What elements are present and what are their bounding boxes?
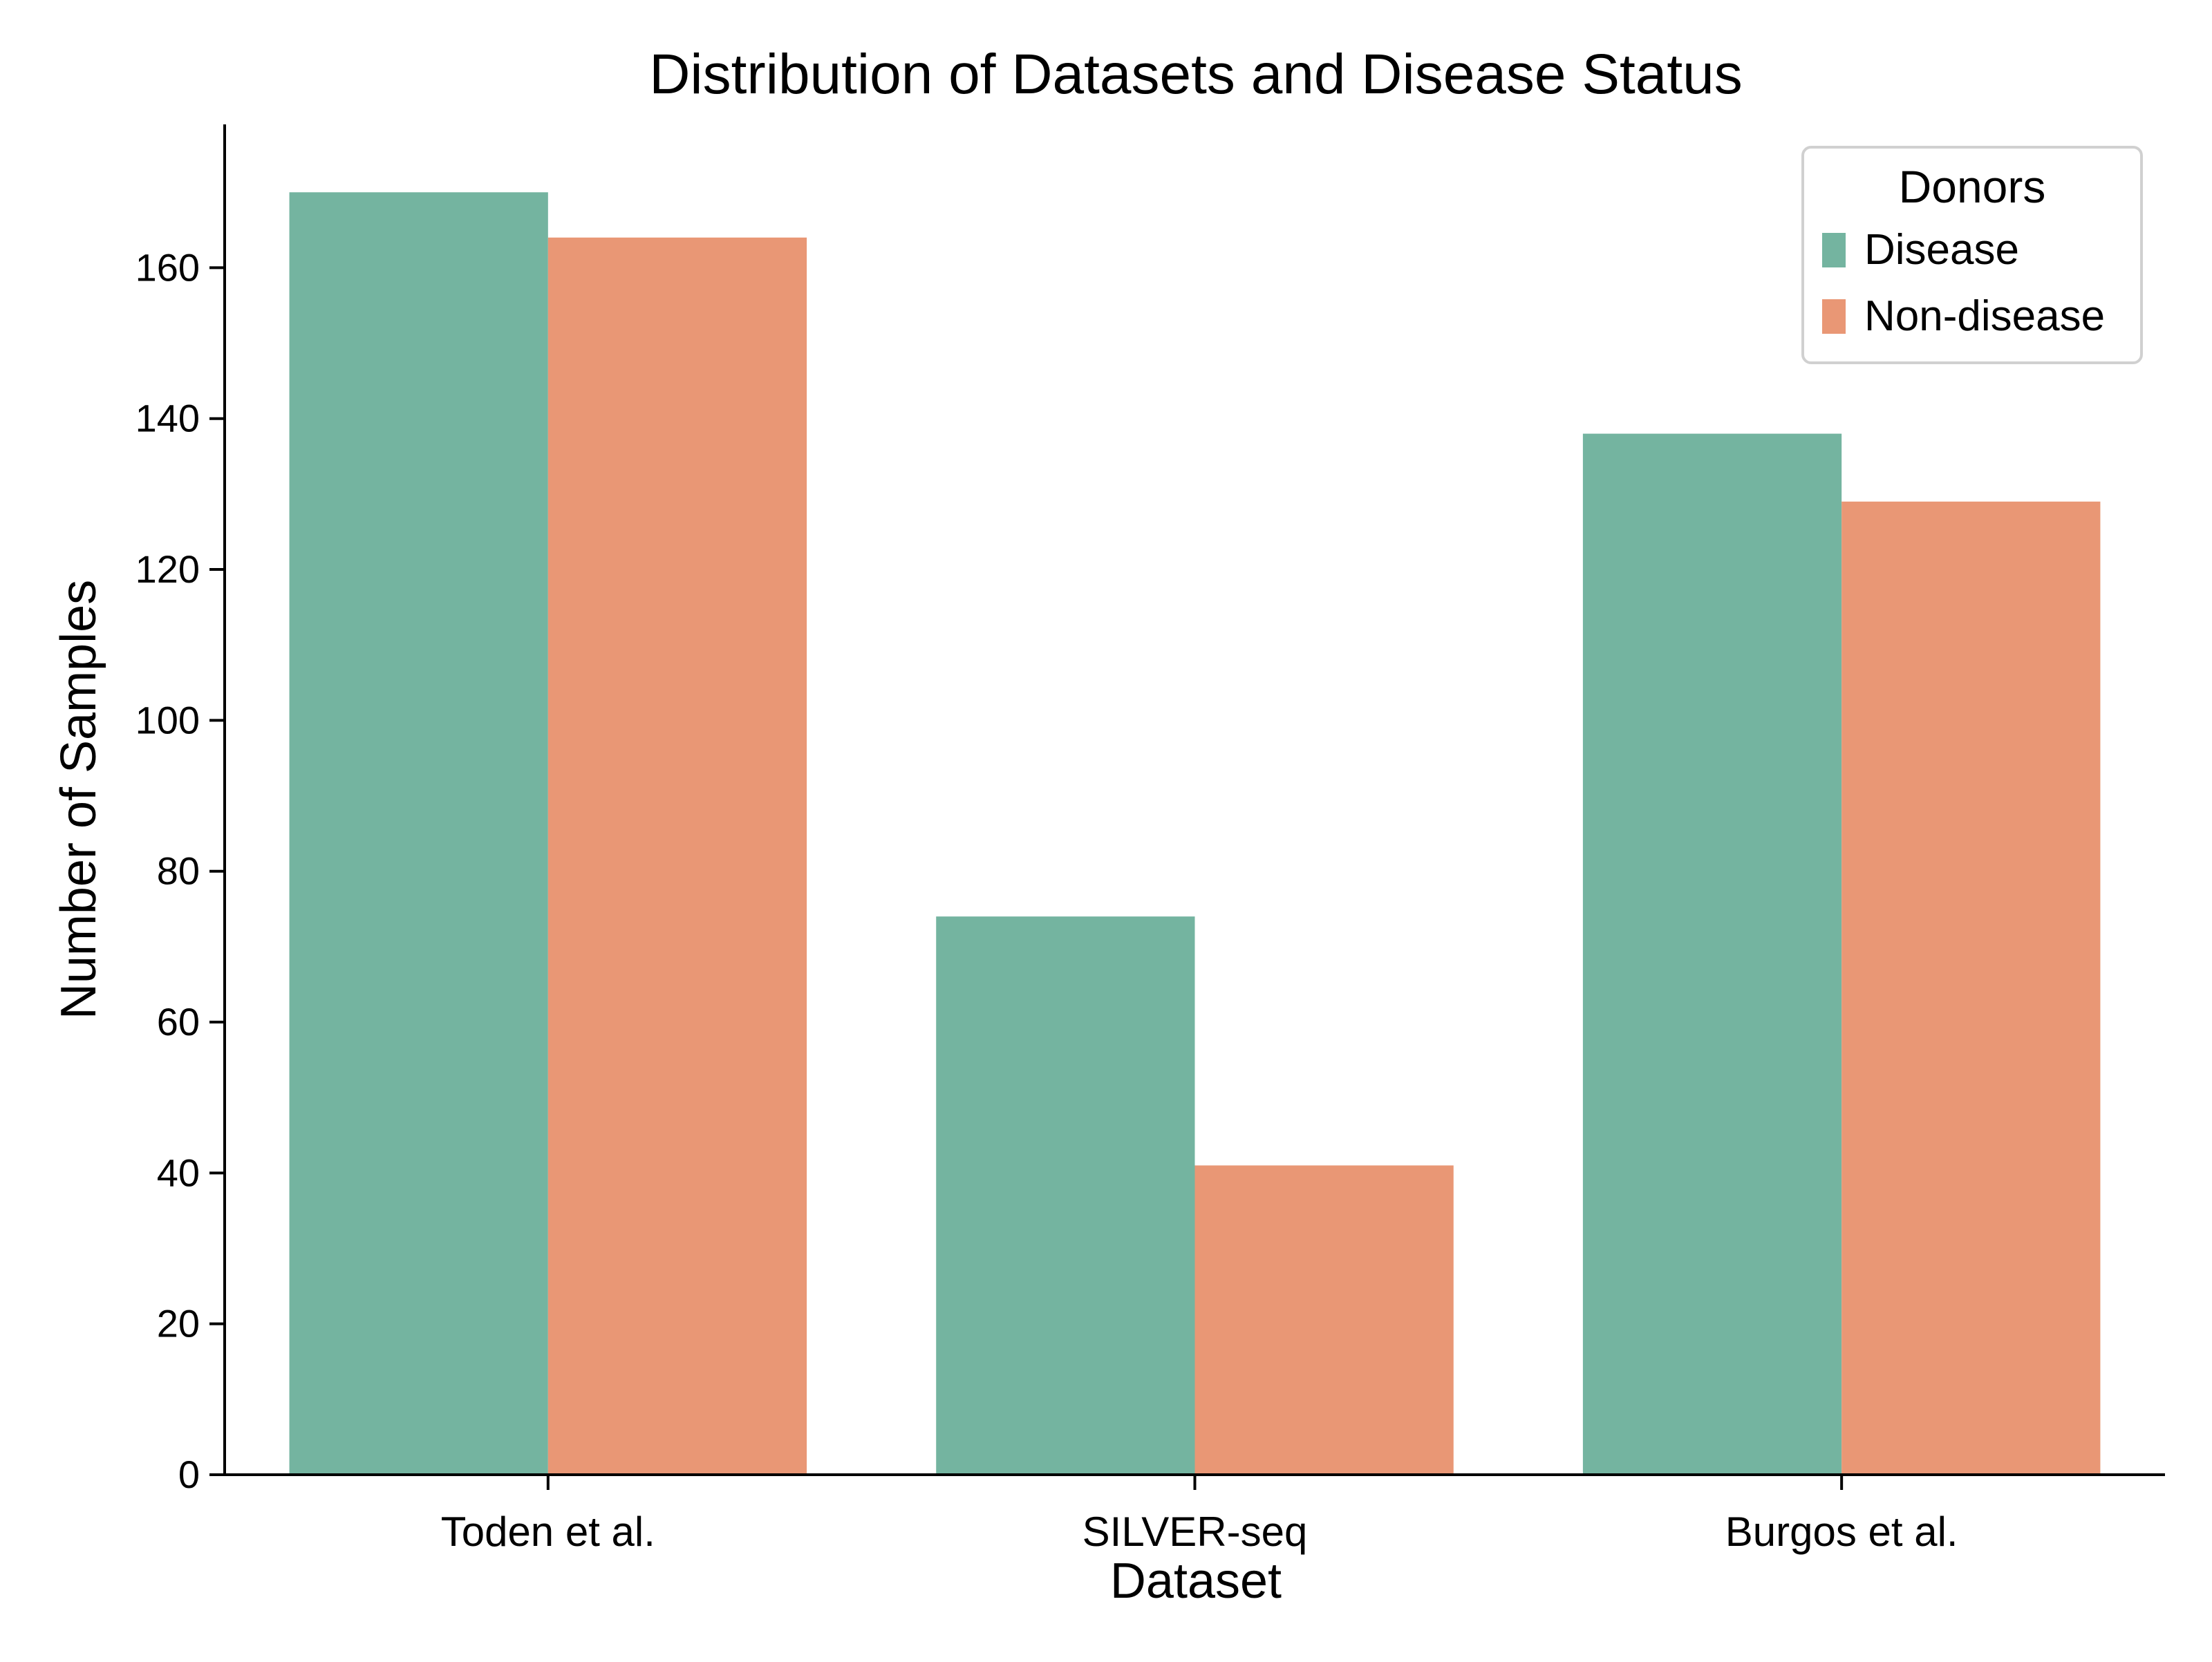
x-tick-label: Toden et al.	[441, 1509, 655, 1555]
y-tick-label: 160	[135, 245, 200, 289]
x-axis-label: Dataset	[1110, 1554, 1282, 1609]
y-tick-label: 40	[157, 1151, 200, 1194]
legend: Donors Disease Non-disease	[1801, 146, 2143, 364]
bar-non-disease-1	[1194, 1165, 1454, 1475]
bar-disease-0	[289, 192, 548, 1475]
chart-title: Distribution of Datasets and Disease Sta…	[649, 43, 1743, 106]
bars-layer	[289, 192, 2101, 1475]
y-tick-label: 100	[135, 698, 200, 742]
legend-title: Donors	[1899, 161, 2046, 212]
legend-label: Disease	[1864, 226, 2019, 274]
y-tick-label: 120	[135, 547, 200, 591]
bar-non-disease-0	[547, 237, 807, 1475]
y-tick-label: 140	[135, 397, 200, 440]
legend-label: Non-disease	[1864, 292, 2105, 340]
y-ticks: 0 20 40 60 80 100 120 140 160	[135, 245, 225, 1496]
legend-swatch-non-disease	[1822, 299, 1846, 334]
legend-frame	[1801, 146, 2143, 364]
legend-items: Disease Non-disease	[1822, 226, 2105, 340]
x-tick-label: SILVER-seq	[1082, 1509, 1308, 1555]
y-tick-label: 80	[157, 849, 200, 893]
x-tick-label: Burgos et al.	[1725, 1509, 1958, 1555]
x-ticks: Toden et al. SILVER-seq Burgos et al.	[441, 1475, 1958, 1555]
y-tick-label: 0	[178, 1453, 200, 1496]
bar-disease-2	[1582, 433, 1842, 1475]
y-axis-label: Number of Samples	[51, 580, 106, 1019]
y-tick-label: 20	[157, 1302, 200, 1345]
y-tick-label: 60	[157, 1000, 200, 1044]
bar-non-disease-2	[1841, 501, 2101, 1475]
legend-swatch-disease	[1822, 233, 1846, 267]
bar-disease-1	[936, 916, 1195, 1475]
